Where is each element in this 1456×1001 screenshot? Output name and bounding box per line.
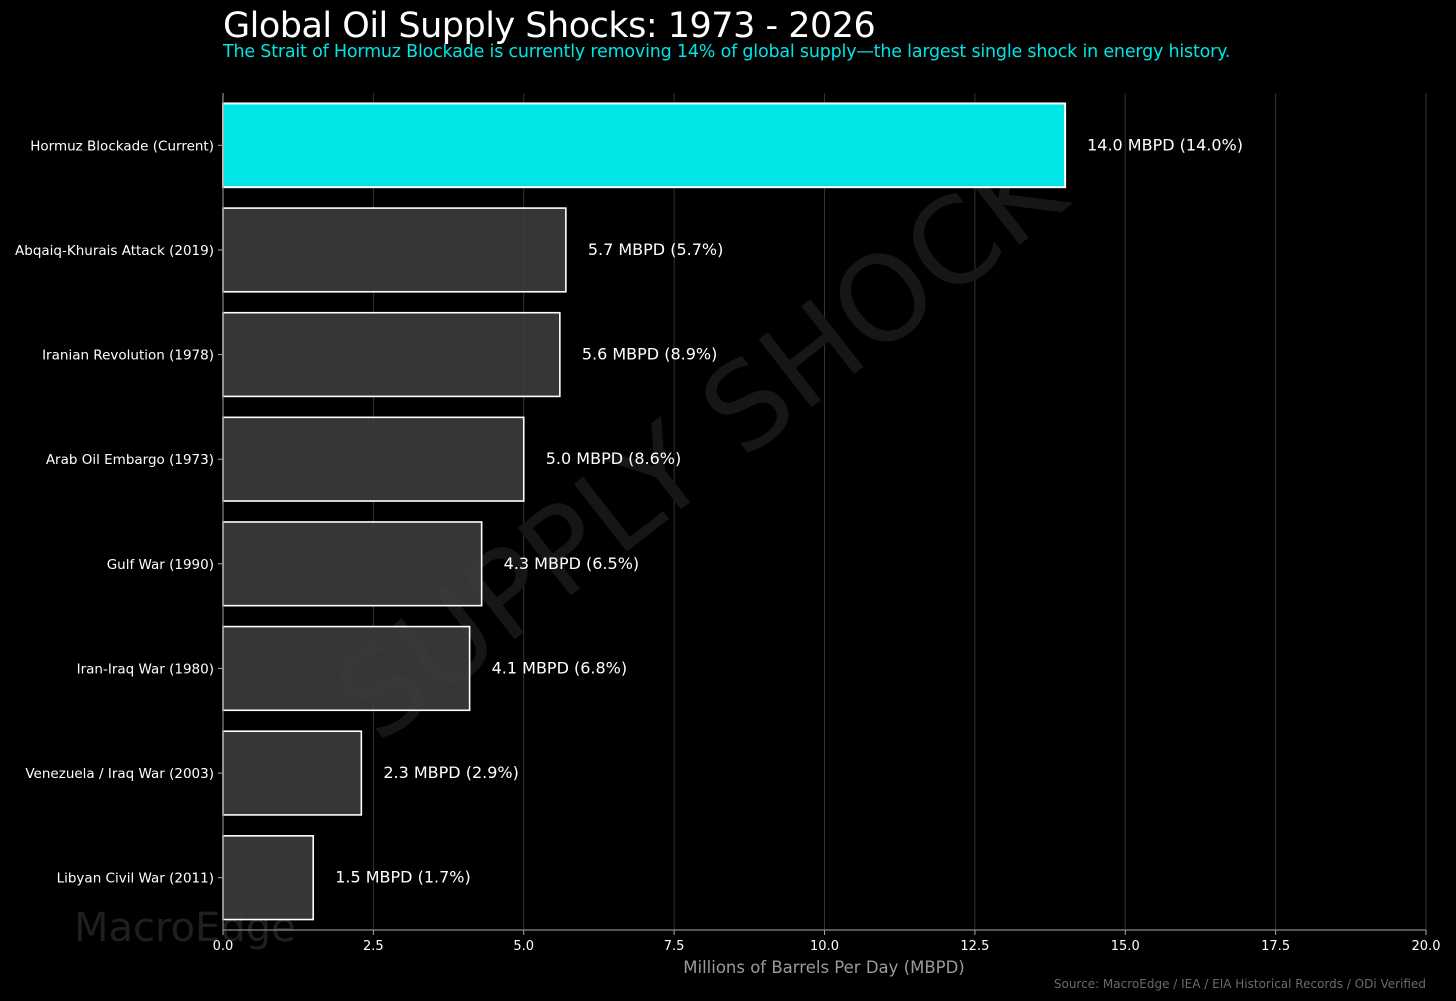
- y-tick-label: Venezuela / Iraq War (2003): [25, 766, 214, 782]
- x-tick-label: 7.5: [664, 939, 685, 954]
- x-axis-label: Millions of Barrels Per Day (MBPD): [683, 958, 965, 977]
- source-note: Source: MacroEdge / IEA / EIA Historical…: [1053, 977, 1426, 991]
- value-label: 4.1 MBPD (6.8%): [492, 658, 628, 677]
- y-tick-label: Libyan Civil War (2011): [57, 871, 214, 887]
- value-label: 14.0 MBPD (14.0%): [1087, 135, 1243, 154]
- bar: [222, 102, 1067, 189]
- bar: [222, 416, 525, 502]
- value-label: 4.3 MBPD (6.5%): [504, 554, 640, 573]
- value-label: 2.3 MBPD (2.9%): [383, 763, 518, 782]
- y-tick-label: Hormuz Blockade (Current): [30, 138, 214, 154]
- x-tick-label: 0.0: [213, 939, 234, 954]
- chart-subtitle: The Strait of Hormuz Blockade is current…: [223, 42, 1231, 62]
- bar: [222, 311, 561, 398]
- bar: [222, 625, 471, 712]
- x-tick-label: 5.0: [513, 939, 534, 954]
- value-label: 5.0 MBPD (8.6%): [546, 449, 682, 468]
- value-label: 5.6 MBPD (8.9%): [582, 345, 718, 364]
- bars: 14.0 MBPD (14.0%) 5.7 MBPD (5.7%) 5.6 MBPD…: [222, 102, 1243, 921]
- x-tick-label: 15.0: [1111, 939, 1140, 954]
- y-tick-label: Gulf War (1990): [107, 557, 214, 573]
- y-tick-label: Iran-Iraq War (1980): [77, 661, 214, 677]
- bar: [222, 521, 483, 607]
- axes: 0.0 2.5 5.0 7.5 10.0 12.5 15.0 17.5 20.0 Hormuz B…: [15, 93, 1440, 954]
- value-label: 1.5 MBPD (1.7%): [335, 868, 471, 887]
- x-tick-label: 17.5: [1261, 939, 1290, 954]
- bar: [222, 730, 363, 816]
- x-tick-label: 20.0: [1412, 939, 1441, 954]
- value-label: 5.7 MBPD (5.7%): [588, 240, 724, 259]
- bar: [222, 835, 315, 921]
- x-tick-label: 10.0: [810, 939, 839, 954]
- y-tick-label: Abqaiq-Khurais Attack (2019): [15, 243, 214, 259]
- chart-title: Global Oil Supply Shocks: 1973 - 2026: [223, 6, 876, 46]
- bar: [222, 207, 567, 293]
- x-tick-label: 12.5: [960, 939, 989, 954]
- x-tick-label: 2.5: [363, 939, 384, 954]
- y-tick-label: Iranian Revolution (1978): [42, 348, 214, 364]
- y-tick-label: Arab Oil Embargo (1973): [46, 452, 214, 468]
